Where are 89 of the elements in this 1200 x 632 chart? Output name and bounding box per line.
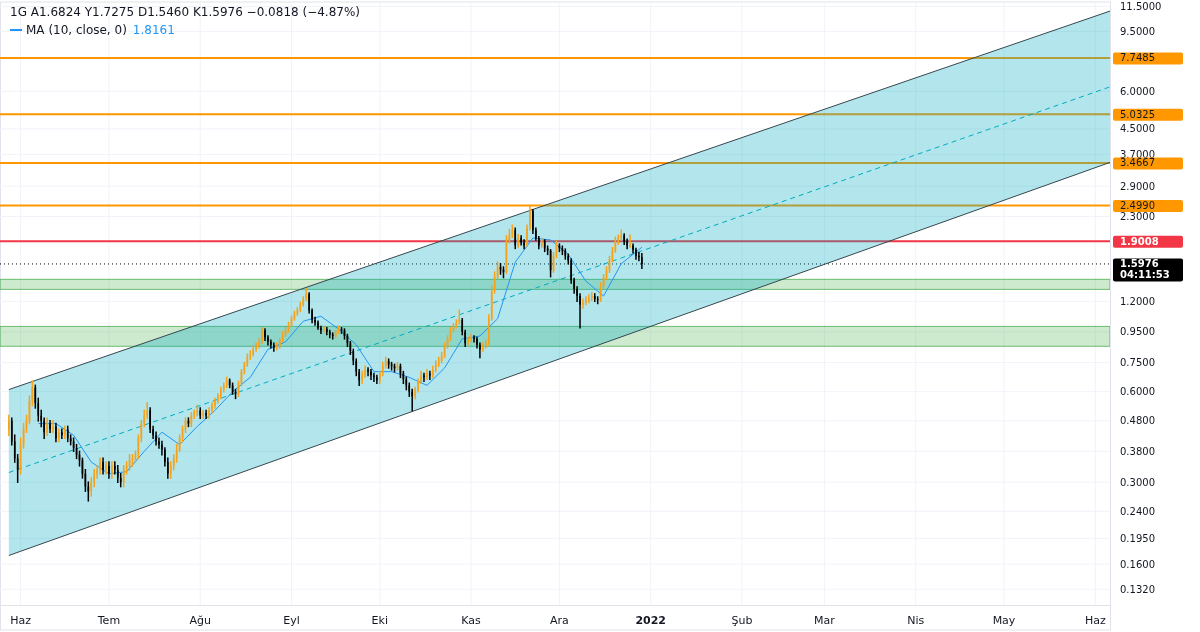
x-tick-label: Eyl bbox=[283, 613, 300, 627]
candlestick bbox=[523, 239, 525, 250]
y-tick-label: 0.1320 bbox=[1120, 583, 1155, 595]
x-tick-label: Haz bbox=[10, 613, 32, 627]
candlestick bbox=[252, 345, 255, 357]
candlestick bbox=[629, 234, 631, 248]
candlestick bbox=[482, 342, 484, 352]
candlestick bbox=[470, 333, 472, 343]
ref-line-label: 5.0325 bbox=[1120, 108, 1155, 120]
y-tick-label: 2.3000 bbox=[1120, 210, 1155, 222]
y-tick-label: 0.2400 bbox=[1120, 505, 1155, 517]
y-tick-label: 0.6000 bbox=[1120, 386, 1155, 398]
candlestick bbox=[105, 461, 107, 475]
candlestick bbox=[49, 420, 51, 433]
candlestick bbox=[623, 233, 625, 245]
x-tick-label: Mar bbox=[814, 613, 836, 627]
x-tick-label: Ağu bbox=[189, 613, 211, 627]
y-tick-label: 0.1950 bbox=[1120, 532, 1155, 544]
candlestick bbox=[205, 409, 207, 419]
candlestick bbox=[55, 422, 57, 443]
candlestick bbox=[273, 342, 275, 352]
candlestick bbox=[8, 414, 10, 436]
y-tick-label: 2.9000 bbox=[1120, 180, 1155, 192]
x-tick-label: Şub bbox=[731, 613, 753, 627]
candlestick bbox=[225, 376, 228, 389]
y-tick-label: 6.0000 bbox=[1120, 85, 1155, 97]
x-tick-label: Ara bbox=[550, 613, 569, 627]
candlestick bbox=[328, 329, 331, 339]
candlestick bbox=[376, 374, 378, 385]
x-tick-label: Tem bbox=[96, 613, 121, 627]
legend-label: MA (10, close, 0) bbox=[26, 23, 127, 37]
y-tick-label: 4.5000 bbox=[1120, 123, 1155, 135]
candlestick bbox=[370, 369, 372, 381]
candlestick bbox=[331, 332, 334, 340]
candlestick bbox=[264, 328, 266, 342]
candlestick bbox=[511, 224, 514, 239]
candlestick bbox=[108, 461, 110, 479]
candlestick bbox=[323, 325, 325, 333]
ref-line-label: 2.4990 bbox=[1120, 200, 1155, 212]
candlestick bbox=[52, 420, 54, 433]
candlestick bbox=[270, 339, 272, 349]
y-tick-label: 0.4800 bbox=[1120, 415, 1155, 427]
candlestick bbox=[58, 428, 60, 443]
candlestick bbox=[596, 296, 599, 305]
candlestick bbox=[635, 247, 637, 260]
ref-line-label: 1.9008 bbox=[1120, 235, 1159, 247]
y-tick-label: 0.7500 bbox=[1120, 357, 1155, 369]
annotation: 1.8161 bbox=[132, 23, 175, 37]
candlestick bbox=[317, 320, 319, 330]
candlestick bbox=[199, 407, 202, 419]
y-tick-label: 0.3800 bbox=[1120, 445, 1155, 457]
x-tick-label: Kas bbox=[461, 613, 482, 627]
candlestick bbox=[99, 457, 101, 475]
candlestick bbox=[590, 292, 593, 301]
ref-line-label: 7.7485 bbox=[1120, 52, 1155, 64]
x-tick-label: Nis bbox=[907, 613, 925, 627]
y-tick-label: 9.5000 bbox=[1120, 25, 1155, 37]
candlestick bbox=[220, 386, 222, 400]
x-tick-label: May bbox=[992, 613, 1016, 627]
candlestick bbox=[426, 369, 428, 381]
candlestick bbox=[520, 235, 522, 246]
x-tick-label: 2022 bbox=[635, 613, 666, 627]
y-tick-label: 0.3000 bbox=[1120, 476, 1155, 488]
y-tick-label: 0.9500 bbox=[1120, 326, 1155, 338]
candlestick bbox=[429, 370, 431, 381]
candlestick bbox=[275, 342, 278, 351]
candlestick bbox=[514, 227, 517, 250]
candlestick bbox=[46, 417, 48, 436]
candlestick bbox=[367, 367, 369, 377]
candlestick bbox=[620, 229, 623, 241]
chart-title: 1G A1.6824 Y1.7275 D1.5460 K1.5976 −0.0818 (−4.87%) bbox=[10, 5, 361, 19]
candlestick bbox=[261, 326, 263, 345]
candlestick bbox=[467, 336, 469, 346]
y-tick-label: 1.2000 bbox=[1120, 295, 1155, 307]
candlestick bbox=[326, 326, 328, 336]
ref-line-label: 1.5976 04:11:53 bbox=[1120, 258, 1170, 281]
candlestick bbox=[423, 372, 425, 383]
candlestick bbox=[588, 294, 590, 304]
y-tick-label: 0.1600 bbox=[1120, 558, 1155, 570]
candlestick bbox=[111, 461, 113, 479]
candlestick bbox=[373, 372, 375, 383]
candlestick bbox=[102, 457, 104, 475]
y-tick-label: 11.5000 bbox=[1120, 0, 1162, 12]
x-tick-label: Haz bbox=[1084, 613, 1106, 627]
candlestick bbox=[585, 296, 587, 306]
candlestick bbox=[202, 409, 204, 419]
candlestick bbox=[582, 298, 584, 309]
x-tick-label: Eki bbox=[371, 613, 389, 627]
candlestick bbox=[61, 428, 63, 440]
